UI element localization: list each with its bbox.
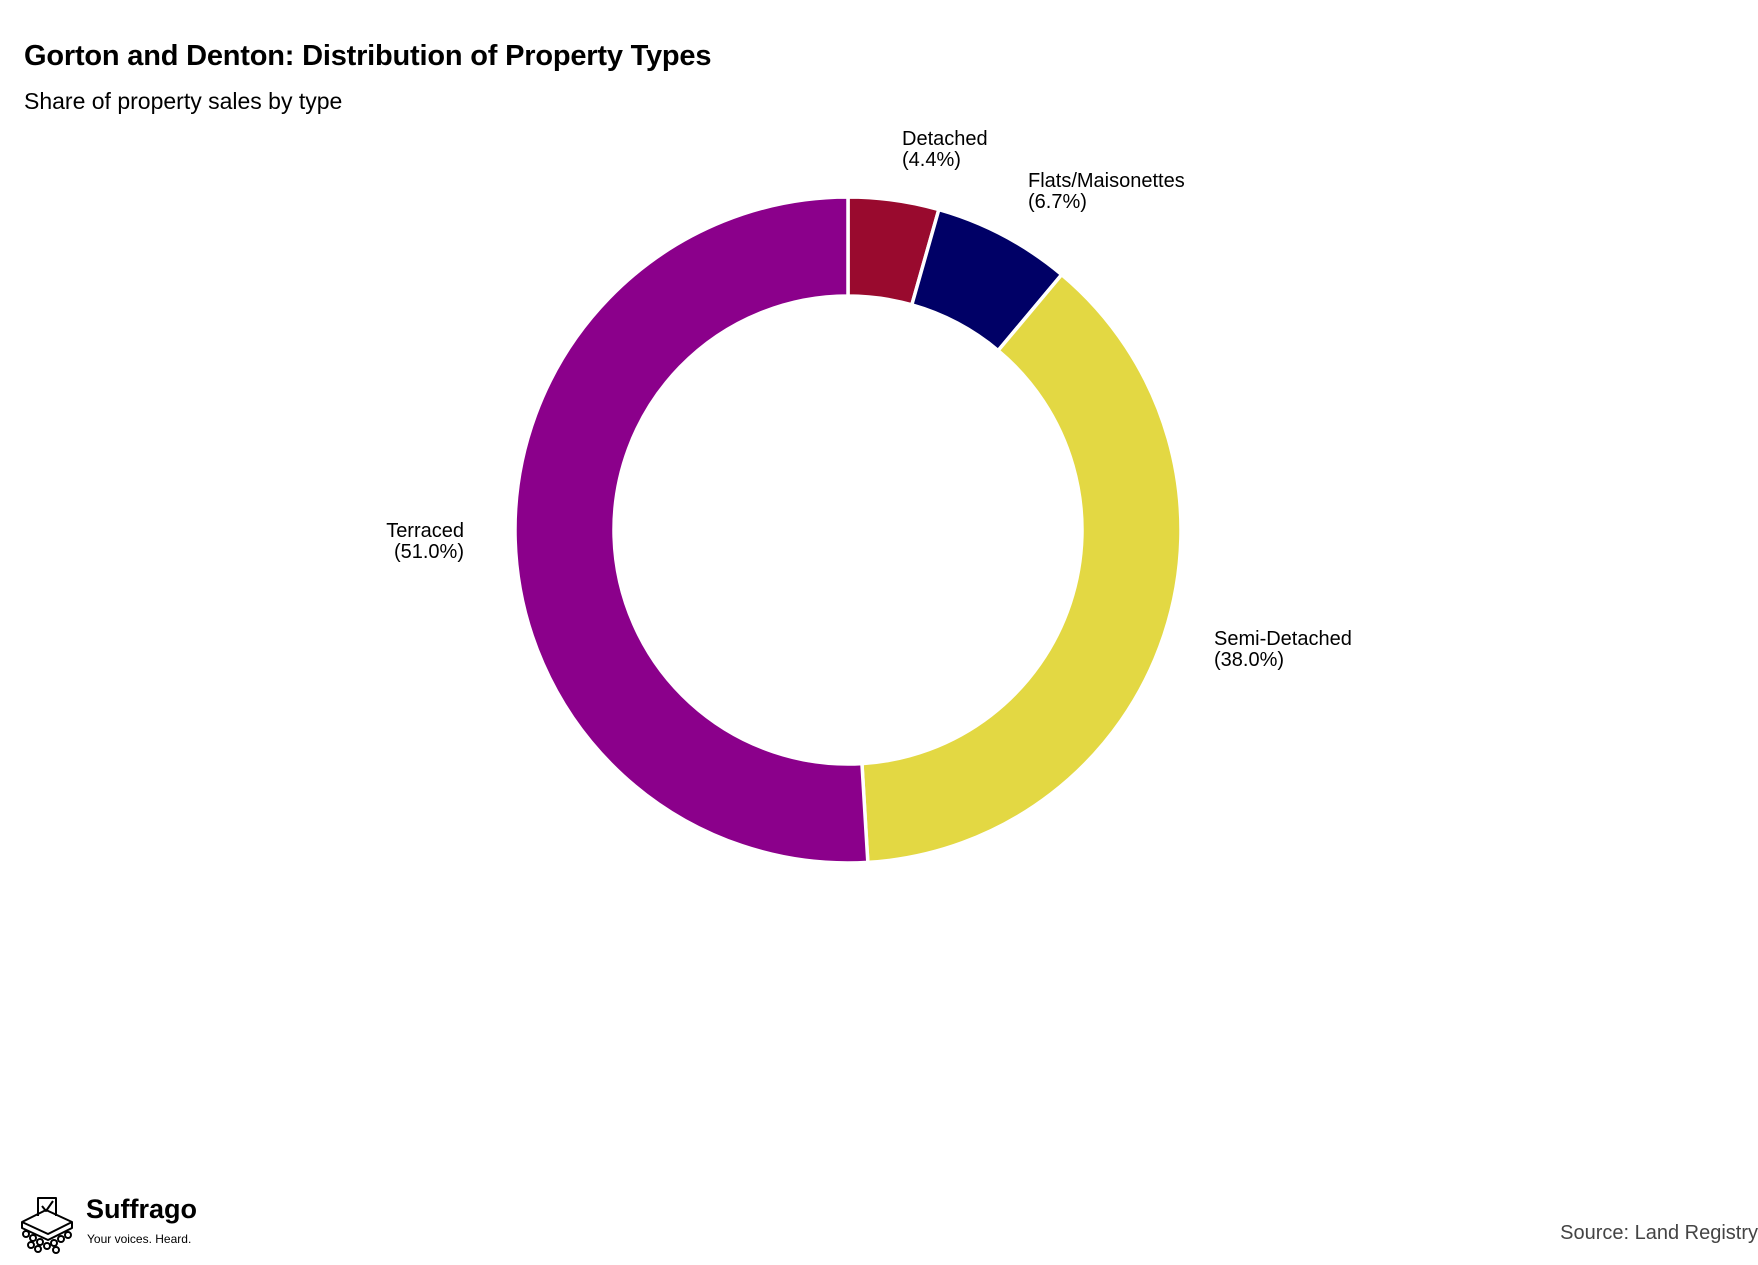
slices-layer xyxy=(513,195,1183,865)
slice-label-detached: Detached (4.4%) xyxy=(902,128,988,171)
labels-layer: Detached (4.4%) Flats/Maisonettes (6.7%) Sem… xyxy=(386,128,1352,671)
slice-semi-detached xyxy=(860,272,1183,865)
slice-terraced xyxy=(513,195,870,865)
chart-title: Gorton and Denton: Distribution of Prope… xyxy=(24,40,712,72)
brand-name: Suffrago xyxy=(86,1194,197,1224)
slice-label-terraced: Terraced (51.0%) xyxy=(386,520,464,563)
ballot-box-icon xyxy=(21,1197,73,1254)
source-note: Source: Land Registry xyxy=(1560,1222,1758,1244)
slice-label-flats-maisonettes: Flats/Maisonettes (6.7%) xyxy=(1028,170,1185,213)
chart-subtitle: Share of property sales by type xyxy=(24,88,343,114)
slice-label-semi-detached: Semi-Detached (38.0%) xyxy=(1214,628,1352,671)
brand-tagline: Your voices. Heard. xyxy=(87,1232,192,1246)
